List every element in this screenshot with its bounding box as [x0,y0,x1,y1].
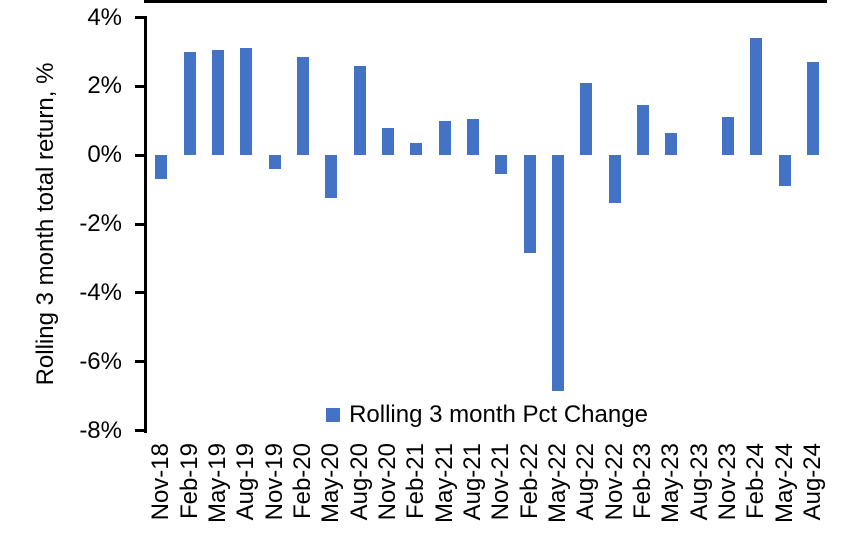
x-tick-label-Aug-20: Aug-20 [345,443,373,521]
legend-label: Rolling 3 month Pct Change [349,401,648,428]
x-tick-label-May-20: May-20 [317,443,345,524]
x-tick-label-Nov-19: Nov-19 [260,443,288,521]
bar-Aug-20 [353,65,366,156]
x-tick-label-Aug-22: Aug-22 [572,443,600,521]
x-tick-label-May-23: May-23 [657,443,685,524]
bar-Feb-19 [183,51,196,156]
bar-May-19 [211,50,224,156]
bar-Feb-21 [410,143,423,156]
x-tick-label-Nov-23: Nov-23 [713,443,741,521]
x-tick-label-Aug-19: Aug-19 [232,443,260,521]
legend-swatch-icon [326,408,341,422]
x-tick-label-Aug-23: Aug-23 [685,443,713,521]
bar-Aug-24 [806,62,819,156]
y-tick-mark [135,360,144,364]
bar-Nov-18 [155,155,168,180]
x-tick-label-Nov-18: Nov-18 [147,443,175,521]
x-tick-label-Nov-20: Nov-20 [373,443,401,521]
x-tick-label-May-24: May-24 [770,443,798,524]
y-tick-mark [135,153,144,157]
bar-May-21 [438,120,451,156]
x-tick-label-Feb-23: Feb-23 [628,443,656,520]
x-tick-label-Feb-24: Feb-24 [742,443,770,520]
x-tick-label-Nov-21: Nov-21 [487,443,515,521]
bar-Feb-24 [750,38,763,156]
bar-Nov-21 [495,155,508,175]
bar-Feb-23 [636,105,649,156]
y-tick-mark [135,84,144,88]
x-tick-label-Feb-19: Feb-19 [175,443,203,520]
bar-Feb-22 [523,155,536,254]
y-tick-mark [135,222,144,226]
bar-Nov-22 [608,155,621,204]
x-tick-label-Feb-22: Feb-22 [515,443,543,520]
bar-Feb-20 [296,57,309,156]
x-tick-label-May-22: May-22 [543,443,571,524]
y-axis-line [144,16,147,433]
bar-Nov-20 [381,127,394,156]
bar-Aug-21 [466,119,479,156]
y-tick-label: 0% [87,141,122,169]
y-tick-label: -6% [79,347,122,375]
y-tick-mark [135,291,144,295]
y-tick-label: -8% [79,416,122,444]
y-tick-label: 4% [87,3,122,31]
legend: Rolling 3 month Pct Change [147,401,827,429]
bar-Nov-23 [721,117,734,156]
bar-May-22 [551,155,564,391]
bar-May-23 [665,132,678,156]
bar-Aug-22 [580,82,593,156]
x-tick-label-Feb-21: Feb-21 [402,443,430,520]
x-tick-label-Feb-20: Feb-20 [288,443,316,520]
zero-baseline [144,0,827,3]
y-tick-label: -4% [79,278,122,306]
y-tick-label: 2% [87,72,122,100]
y-tick-mark [135,429,144,433]
bar-Aug-19 [240,48,253,156]
x-tick-label-Aug-24: Aug-24 [798,443,826,521]
x-tick-label-May-21: May-21 [430,443,458,524]
y-tick-label: -2% [79,210,122,238]
x-tick-label-May-19: May-19 [203,443,231,524]
bar-May-24 [778,155,791,187]
y-tick-mark [135,16,144,20]
bar-Nov-19 [268,155,281,169]
x-tick-label-Aug-21: Aug-21 [458,443,486,521]
x-tick-label-Nov-22: Nov-22 [600,443,628,521]
bar-May-20 [325,155,338,199]
